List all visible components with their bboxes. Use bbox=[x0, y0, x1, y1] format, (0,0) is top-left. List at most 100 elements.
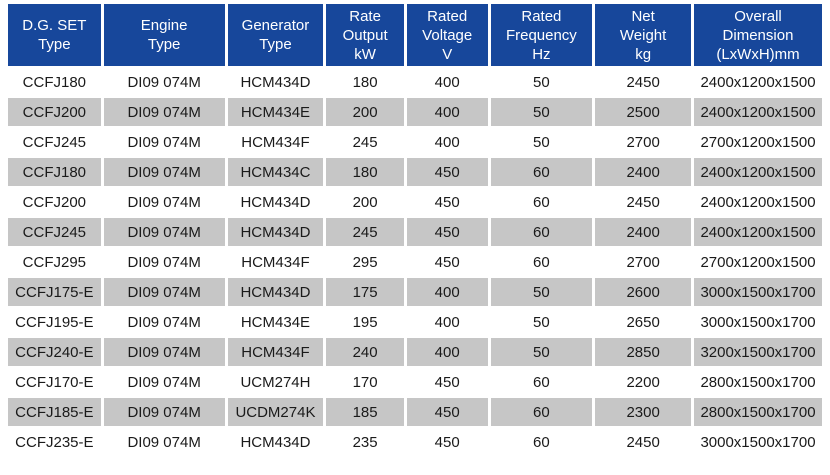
cell-rated-voltage-v: 450 bbox=[406, 218, 488, 246]
cell-engine-type: DI09 074M bbox=[103, 68, 225, 96]
table-row: CCFJ245 DI09 074M HCM434D 245 450 60 2400 2400x… bbox=[8, 218, 822, 246]
cell-dg-set-type: CCFJ170-E bbox=[8, 368, 101, 396]
table-row: CCFJ185-E DI09 074M UCDM274K 185 450 60 2300 28… bbox=[8, 398, 822, 426]
cell-overall-dimension: 2400x1200x1500 bbox=[693, 188, 822, 216]
cell-engine-type: DI09 074M bbox=[103, 278, 225, 306]
cell-generator-type: HCM434D bbox=[227, 428, 324, 456]
cell-engine-type: DI09 074M bbox=[103, 308, 225, 336]
table-row: CCFJ235-E DI09 074M HCM434D 235 450 60 2450 300… bbox=[8, 428, 822, 456]
table-row: CCFJ170-E DI09 074M UCM274H 170 450 60 2200 280… bbox=[8, 368, 822, 396]
column-header-overall-dimension: Overall Dimension (LxWxH)mm bbox=[693, 4, 822, 66]
cell-net-weight-kg: 2600 bbox=[595, 278, 691, 306]
cell-engine-type: DI09 074M bbox=[103, 248, 225, 276]
cell-overall-dimension: 2400x1200x1500 bbox=[693, 98, 822, 126]
cell-net-weight-kg: 2700 bbox=[595, 128, 691, 156]
table-row: CCFJ200 DI09 074M HCM434D 200 450 60 2450 2400x… bbox=[8, 188, 822, 216]
cell-rated-voltage-v: 400 bbox=[406, 308, 488, 336]
cell-net-weight-kg: 2400 bbox=[595, 218, 691, 246]
table-row: CCFJ180 DI09 074M HCM434D 180 400 50 2450 2400x… bbox=[8, 68, 822, 96]
cell-rate-output-kw: 175 bbox=[326, 278, 404, 306]
cell-net-weight-kg: 2450 bbox=[595, 188, 691, 216]
cell-dg-set-type: CCFJ195-E bbox=[8, 308, 101, 336]
cell-rated-frequency-hz: 50 bbox=[490, 308, 593, 336]
cell-rate-output-kw: 195 bbox=[326, 308, 404, 336]
cell-rated-voltage-v: 450 bbox=[406, 248, 488, 276]
cell-dg-set-type: CCFJ180 bbox=[8, 68, 101, 96]
dg-set-spec-table: D.G. SET Type Engine Type Generator Type Ra… bbox=[5, 2, 825, 458]
cell-dg-set-type: CCFJ200 bbox=[8, 98, 101, 126]
cell-generator-type: HCM434D bbox=[227, 188, 324, 216]
cell-overall-dimension: 3000x1500x1700 bbox=[693, 278, 822, 306]
table-header-row: D.G. SET Type Engine Type Generator Type Ra… bbox=[8, 4, 822, 66]
cell-overall-dimension: 2800x1500x1700 bbox=[693, 398, 822, 426]
cell-dg-set-type: CCFJ245 bbox=[8, 128, 101, 156]
cell-dg-set-type: CCFJ200 bbox=[8, 188, 101, 216]
cell-generator-type: HCM434C bbox=[227, 158, 324, 186]
cell-rated-frequency-hz: 60 bbox=[490, 398, 593, 426]
cell-engine-type: DI09 074M bbox=[103, 368, 225, 396]
cell-overall-dimension: 2400x1200x1500 bbox=[693, 158, 822, 186]
cell-generator-type: HCM434D bbox=[227, 218, 324, 246]
cell-rated-voltage-v: 400 bbox=[406, 98, 488, 126]
cell-dg-set-type: CCFJ175-E bbox=[8, 278, 101, 306]
cell-rated-voltage-v: 400 bbox=[406, 128, 488, 156]
cell-net-weight-kg: 2700 bbox=[595, 248, 691, 276]
cell-generator-type: HCM434F bbox=[227, 338, 324, 366]
cell-rated-frequency-hz: 50 bbox=[490, 338, 593, 366]
cell-dg-set-type: CCFJ235-E bbox=[8, 428, 101, 456]
cell-overall-dimension: 2700x1200x1500 bbox=[693, 248, 822, 276]
cell-net-weight-kg: 2200 bbox=[595, 368, 691, 396]
table-row: CCFJ175-E DI09 074M HCM434D 175 400 50 2600 300… bbox=[8, 278, 822, 306]
cell-rated-frequency-hz: 60 bbox=[490, 218, 593, 246]
cell-engine-type: DI09 074M bbox=[103, 218, 225, 246]
cell-generator-type: UCM274H bbox=[227, 368, 324, 396]
table-row: CCFJ295 DI09 074M HCM434F 295 450 60 2700 2700x… bbox=[8, 248, 822, 276]
table-row: CCFJ200 DI09 074M HCM434E 200 400 50 2500 2400x… bbox=[8, 98, 822, 126]
cell-overall-dimension: 2700x1200x1500 bbox=[693, 128, 822, 156]
column-header-dg-set-type: D.G. SET Type bbox=[8, 4, 101, 66]
table-row: CCFJ240-E DI09 074M HCM434F 240 400 50 2850 320… bbox=[8, 338, 822, 366]
cell-generator-type: HCM434E bbox=[227, 98, 324, 126]
cell-generator-type: UCDM274K bbox=[227, 398, 324, 426]
cell-rated-frequency-hz: 60 bbox=[490, 428, 593, 456]
table-body: CCFJ180 DI09 074M HCM434D 180 400 50 2450 2400x… bbox=[8, 68, 822, 456]
cell-engine-type: DI09 074M bbox=[103, 428, 225, 456]
cell-rate-output-kw: 180 bbox=[326, 158, 404, 186]
cell-rated-voltage-v: 400 bbox=[406, 68, 488, 96]
cell-net-weight-kg: 2500 bbox=[595, 98, 691, 126]
cell-rated-voltage-v: 450 bbox=[406, 188, 488, 216]
cell-rated-frequency-hz: 50 bbox=[490, 128, 593, 156]
cell-rate-output-kw: 235 bbox=[326, 428, 404, 456]
cell-rated-voltage-v: 450 bbox=[406, 158, 488, 186]
cell-rate-output-kw: 245 bbox=[326, 218, 404, 246]
cell-rated-voltage-v: 400 bbox=[406, 278, 488, 306]
cell-net-weight-kg: 2850 bbox=[595, 338, 691, 366]
cell-generator-type: HCM434D bbox=[227, 278, 324, 306]
column-header-generator-type: Generator Type bbox=[227, 4, 324, 66]
cell-overall-dimension: 3200x1500x1700 bbox=[693, 338, 822, 366]
cell-net-weight-kg: 2400 bbox=[595, 158, 691, 186]
cell-overall-dimension: 2400x1200x1500 bbox=[693, 68, 822, 96]
cell-rated-frequency-hz: 50 bbox=[490, 98, 593, 126]
cell-rate-output-kw: 185 bbox=[326, 398, 404, 426]
cell-rated-frequency-hz: 60 bbox=[490, 368, 593, 396]
cell-rated-frequency-hz: 50 bbox=[490, 68, 593, 96]
cell-overall-dimension: 3000x1500x1700 bbox=[693, 428, 822, 456]
cell-rate-output-kw: 200 bbox=[326, 98, 404, 126]
cell-rated-voltage-v: 450 bbox=[406, 428, 488, 456]
cell-dg-set-type: CCFJ185-E bbox=[8, 398, 101, 426]
cell-engine-type: DI09 074M bbox=[103, 158, 225, 186]
cell-rate-output-kw: 170 bbox=[326, 368, 404, 396]
table-row: CCFJ245 DI09 074M HCM434F 245 400 50 2700 2700x… bbox=[8, 128, 822, 156]
cell-net-weight-kg: 2300 bbox=[595, 398, 691, 426]
cell-dg-set-type: CCFJ240-E bbox=[8, 338, 101, 366]
cell-net-weight-kg: 2450 bbox=[595, 68, 691, 96]
cell-rate-output-kw: 200 bbox=[326, 188, 404, 216]
table-row: CCFJ195-E DI09 074M HCM434E 195 400 50 2650 300… bbox=[8, 308, 822, 336]
cell-rated-frequency-hz: 60 bbox=[490, 188, 593, 216]
cell-dg-set-type: CCFJ245 bbox=[8, 218, 101, 246]
cell-rate-output-kw: 245 bbox=[326, 128, 404, 156]
cell-net-weight-kg: 2450 bbox=[595, 428, 691, 456]
cell-rated-voltage-v: 450 bbox=[406, 368, 488, 396]
